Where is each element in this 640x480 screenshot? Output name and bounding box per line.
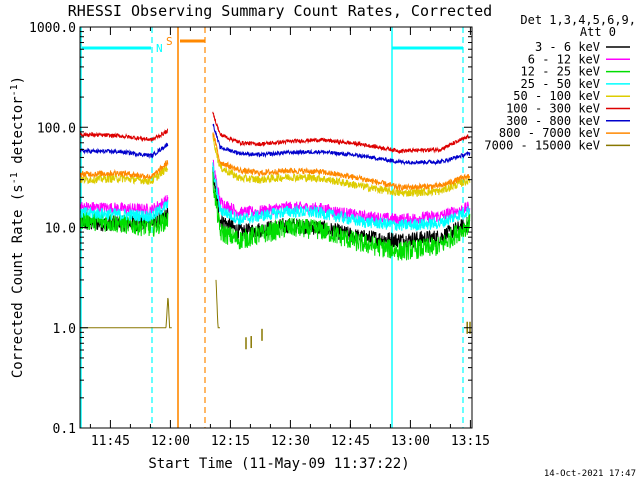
y-axis-title: Corrected Count Rate (s-1 detector-1) — [9, 76, 26, 378]
x-tick-label: 13:00 — [391, 434, 430, 449]
series-line-7000-15000 — [80, 297, 172, 329]
legend-label: 50 - 100 keV — [513, 89, 600, 103]
series-line-25-50 — [212, 162, 471, 232]
x-tick-label: 12:45 — [331, 434, 370, 449]
legend-label: 3 - 6 keV — [535, 40, 600, 54]
x-tick-label: 13:15 — [451, 434, 490, 449]
x-axis-title: Start Time (11-May-09 11:37:22) — [148, 456, 409, 472]
saa-flag-label: N — [156, 42, 163, 55]
y-axis-title-sup2: -1 — [9, 84, 20, 96]
y-axis-title-mid: detector — [10, 96, 26, 172]
series-layer — [80, 111, 471, 350]
series-line-25-50 — [80, 200, 169, 224]
series-line-12-25 — [212, 171, 471, 261]
night-flag-label: S — [166, 35, 173, 48]
series-line-800-7000 — [212, 132, 471, 192]
legend-label: 300 - 800 keV — [506, 114, 600, 128]
y-axis-title-main: Corrected Count Rate (s — [10, 184, 26, 378]
legend-label: 100 - 300 keV — [506, 102, 600, 116]
y-tick-label: 100.0 — [37, 121, 76, 136]
series-line-100-300 — [80, 128, 169, 142]
x-tick-label: 12:00 — [151, 434, 190, 449]
y-tick-label: 10.0 — [45, 222, 76, 237]
series-line-300-800 — [80, 142, 169, 159]
x-tick-label: 11:45 — [91, 434, 130, 449]
legend-label: 12 - 25 keV — [521, 65, 600, 79]
y-axis-title-end: ) — [10, 76, 26, 84]
series-line-300-800 — [212, 123, 471, 166]
footer-date: 14-Oct-2021 17:47 — [544, 469, 636, 479]
series-line-800-7000 — [80, 159, 169, 180]
series-line-7000-15000 — [215, 279, 220, 329]
y-axis-title-sup1: -1 — [9, 172, 20, 184]
x-tick-label: 12:30 — [271, 434, 310, 449]
y-tick-label: 1.0 — [53, 322, 76, 337]
y-tick-label: 1000.0 — [29, 21, 76, 36]
series-line-100-300 — [212, 111, 471, 155]
legend-label: 25 - 50 keV — [521, 77, 600, 91]
legend-label: 6 - 12 keV — [528, 52, 600, 66]
y-tick-label: 0.1 — [53, 422, 76, 437]
axis-layer: 0.1 1.0 10.0 100.0 1000.0 11:45 12:00 12:15 12:3… — [29, 21, 490, 449]
legend-header-2: Att 0 — [580, 25, 616, 39]
series-line-50-100 — [212, 133, 471, 197]
legend-label: 7000 - 15000 keV — [484, 138, 600, 152]
chart-title: RHESSI Observing Summary Count Rates, Co… — [68, 2, 492, 20]
x-tick-label: 12:15 — [211, 434, 250, 449]
series-line-50-100 — [80, 166, 169, 186]
legend-label: 800 - 7000 keV — [499, 126, 600, 140]
legend-header-1: Det 1,3,4,5,6,9, — [520, 13, 636, 27]
